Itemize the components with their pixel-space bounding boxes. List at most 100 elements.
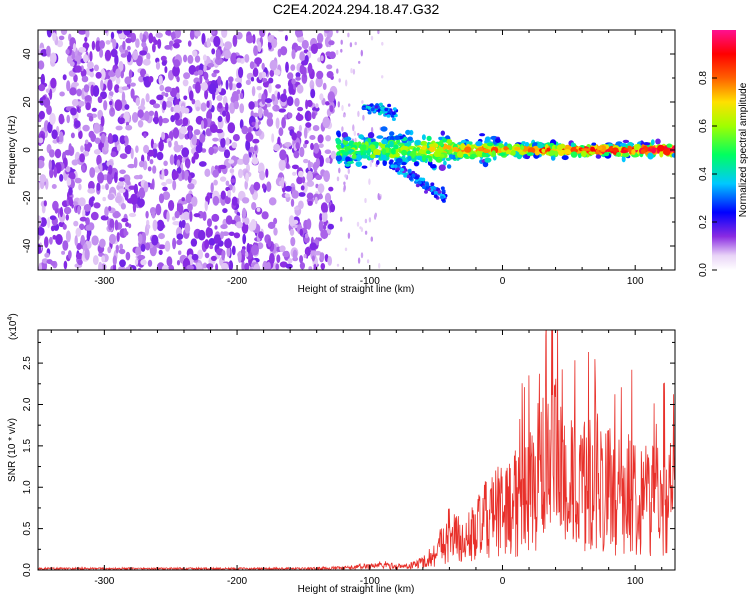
heatmap-band-cell bbox=[464, 146, 472, 153]
heatmap-trace-cell bbox=[374, 105, 379, 109]
heatmap-noise-cell bbox=[114, 99, 123, 111]
heatmap-noise-cell bbox=[38, 215, 42, 227]
heatmap-noise-cell bbox=[224, 238, 232, 249]
heatmap-noise-cell bbox=[328, 186, 334, 192]
heatmap-trace-cell bbox=[417, 180, 422, 185]
heatmap-noise-cell bbox=[306, 192, 314, 200]
heatmap-noise-cell bbox=[122, 40, 126, 51]
heatmap-noise-cell bbox=[116, 232, 120, 242]
heatmap-noise-cell bbox=[182, 117, 189, 126]
heatmap-noise-cell bbox=[114, 172, 118, 184]
heatmap-noise-cell bbox=[164, 45, 172, 50]
heatmap-band-cell bbox=[588, 151, 596, 155]
heatmap-band-cell bbox=[554, 150, 559, 157]
heatmap-noise-cell bbox=[138, 233, 143, 245]
heatmap-noise-cell bbox=[183, 95, 188, 101]
heatmap-noise-cell bbox=[152, 165, 157, 174]
heatmap-noise-cell bbox=[182, 79, 189, 87]
heatmap-band-cell bbox=[445, 139, 453, 144]
heatmap-noise-cell bbox=[126, 180, 131, 186]
heatmap-noise-cell bbox=[231, 142, 238, 149]
heatmap-noise-cell bbox=[117, 181, 125, 187]
heatmap-noise-cell bbox=[89, 71, 95, 78]
heatmap-noise-cell bbox=[319, 213, 323, 222]
heatmap-noise-cell bbox=[76, 243, 82, 250]
heatmap-noise-cell bbox=[69, 61, 75, 67]
heatmap-noise-cell bbox=[84, 139, 89, 145]
heatmap-noise-cell bbox=[323, 170, 330, 183]
heatmap-noise-cell bbox=[172, 237, 177, 250]
heatmap-noise-cell bbox=[169, 154, 175, 165]
heatmap-noise-cell bbox=[118, 188, 126, 194]
heatmap-band-cell bbox=[482, 161, 489, 168]
heatmap-trace-cell bbox=[440, 195, 444, 200]
heatmap-speckle-cell bbox=[353, 130, 356, 137]
heatmap-speckle-cell bbox=[340, 216, 343, 222]
heatmap-noise-cell bbox=[304, 233, 309, 239]
heatmap-noise-cell bbox=[79, 216, 87, 222]
heatmap-noise-cell bbox=[238, 66, 244, 79]
heatmap-noise-cell bbox=[325, 157, 331, 164]
heatmap-speckle-cell bbox=[357, 110, 360, 117]
heatmap-noise-cell bbox=[271, 38, 278, 48]
heatmap-speckle-cell bbox=[347, 32, 350, 38]
heatmap-trace-cell bbox=[392, 107, 397, 111]
heatmap-band-cell bbox=[477, 147, 483, 152]
heatmap-noise-cell bbox=[46, 105, 52, 115]
heatmap-noise-cell bbox=[256, 57, 260, 67]
heatmap-noise-cell bbox=[59, 91, 65, 97]
heatmap-noise-cell bbox=[290, 64, 296, 71]
heatmap-noise-cell bbox=[306, 218, 312, 230]
heatmap-noise-cell bbox=[210, 124, 218, 133]
heatmap-band-cell bbox=[429, 145, 436, 153]
heatmap-noise-cell bbox=[127, 163, 136, 169]
heatmap-band-cell bbox=[621, 155, 626, 163]
heatmap-noise-cell bbox=[317, 183, 325, 194]
heatmap-noise-cell bbox=[180, 105, 186, 114]
heatmap-noise-cell bbox=[249, 184, 255, 195]
heatmap-noise-cell bbox=[43, 200, 47, 207]
heatmap-noise-cell bbox=[285, 162, 290, 169]
heatmap-band-cell bbox=[421, 134, 426, 141]
heatmap-band-cell bbox=[481, 154, 489, 158]
heatmap-noise-cell bbox=[213, 148, 218, 154]
heatmap-noise-cell bbox=[305, 122, 312, 128]
heatmap-noise-cell bbox=[156, 219, 165, 232]
heatmap-noise-cell bbox=[38, 159, 45, 169]
svg-text:(x104): (x104) bbox=[7, 313, 19, 340]
heatmap-noise-cell bbox=[148, 32, 154, 44]
heatmap-noise-cell bbox=[52, 32, 57, 42]
heatmap-noise-cell bbox=[130, 148, 134, 160]
heatmap-noise-cell bbox=[164, 92, 169, 98]
heatmap-noise-cell bbox=[73, 220, 79, 227]
heatmap-noise-cell bbox=[303, 158, 309, 164]
heatmap-noise-cell bbox=[65, 166, 71, 173]
heatmap-noise-cell bbox=[181, 197, 185, 202]
heatmap-trace-cell bbox=[408, 176, 413, 181]
heatmap-noise-cell bbox=[231, 91, 239, 103]
heatmap-noise-cell bbox=[176, 167, 182, 174]
heatmap-band-cell bbox=[557, 144, 563, 151]
heatmap-speckle-cell bbox=[378, 195, 381, 201]
heatmap-band-cell bbox=[425, 150, 432, 155]
heatmap-noise-cell bbox=[118, 61, 124, 72]
heatmap-noise-cell bbox=[93, 122, 101, 134]
heatmap-noise-cell bbox=[281, 176, 285, 189]
y-tick-label: -40 bbox=[22, 238, 33, 253]
heatmap-noise-cell bbox=[84, 248, 90, 261]
heatmap-noise-cell bbox=[269, 59, 278, 71]
heatmap-noise-cell bbox=[184, 222, 191, 234]
heatmap-noise-cell bbox=[151, 234, 159, 246]
heatmap-noise-cell bbox=[115, 77, 121, 85]
heatmap-noise-cell bbox=[313, 161, 318, 172]
heatmap-noise-cell bbox=[63, 260, 68, 270]
heatmap-noise-cell bbox=[293, 219, 299, 225]
heatmap-noise-cell bbox=[211, 213, 220, 222]
heatmap-noise-cell bbox=[50, 77, 57, 89]
heatmap-noise-cell bbox=[205, 128, 212, 137]
heatmap-noise-cell bbox=[71, 82, 79, 87]
heatmap-noise-cell bbox=[276, 254, 281, 263]
heatmap-noise-cell bbox=[300, 185, 305, 191]
heatmap-speckle-cell bbox=[340, 48, 343, 53]
